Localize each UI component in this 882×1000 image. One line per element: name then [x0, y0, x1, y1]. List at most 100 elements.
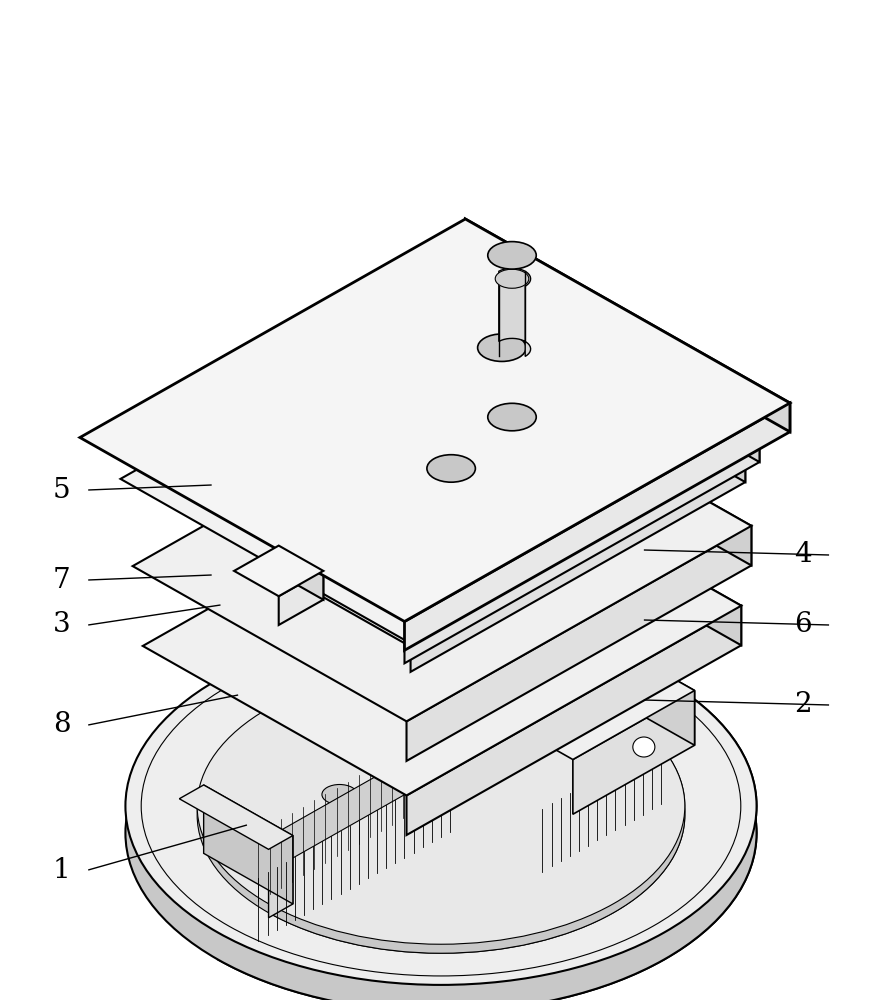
Ellipse shape	[303, 606, 314, 612]
Polygon shape	[589, 631, 695, 745]
Ellipse shape	[531, 540, 554, 552]
Ellipse shape	[364, 586, 375, 592]
Ellipse shape	[377, 833, 505, 905]
Text: 3: 3	[53, 611, 71, 639]
Ellipse shape	[273, 658, 284, 664]
Text: 5: 5	[53, 477, 71, 504]
Ellipse shape	[364, 606, 375, 612]
Polygon shape	[466, 219, 790, 432]
Ellipse shape	[273, 611, 284, 617]
Polygon shape	[405, 439, 759, 663]
Ellipse shape	[559, 524, 566, 528]
Ellipse shape	[395, 589, 406, 595]
Ellipse shape	[515, 475, 526, 481]
Ellipse shape	[488, 242, 536, 269]
Ellipse shape	[608, 448, 619, 454]
Ellipse shape	[333, 613, 343, 619]
Polygon shape	[461, 665, 573, 797]
Polygon shape	[349, 602, 573, 729]
Polygon shape	[461, 602, 573, 734]
Ellipse shape	[125, 654, 757, 1000]
Ellipse shape	[528, 541, 535, 545]
Ellipse shape	[349, 580, 360, 586]
Ellipse shape	[624, 440, 634, 446]
Text: 1: 1	[53, 856, 71, 884]
Ellipse shape	[460, 540, 471, 546]
Polygon shape	[438, 483, 470, 575]
Ellipse shape	[472, 499, 482, 505]
Ellipse shape	[532, 491, 542, 497]
Polygon shape	[573, 691, 695, 814]
Ellipse shape	[573, 476, 584, 482]
Ellipse shape	[458, 507, 468, 513]
Ellipse shape	[377, 797, 505, 869]
Ellipse shape	[415, 696, 446, 714]
Polygon shape	[410, 457, 745, 672]
Text: 4: 4	[794, 542, 811, 568]
Ellipse shape	[427, 455, 475, 482]
Ellipse shape	[498, 558, 505, 562]
Ellipse shape	[602, 441, 624, 454]
Ellipse shape	[487, 537, 497, 543]
Polygon shape	[279, 571, 324, 625]
Ellipse shape	[334, 623, 345, 629]
Ellipse shape	[410, 580, 421, 586]
Ellipse shape	[334, 589, 345, 595]
Ellipse shape	[373, 555, 384, 561]
Text: 6: 6	[794, 611, 811, 639]
Ellipse shape	[273, 623, 284, 629]
Ellipse shape	[603, 457, 623, 468]
Ellipse shape	[322, 784, 357, 804]
Ellipse shape	[395, 569, 406, 575]
Ellipse shape	[198, 668, 684, 944]
Ellipse shape	[478, 334, 526, 361]
Polygon shape	[268, 708, 684, 953]
Ellipse shape	[437, 593, 445, 597]
Ellipse shape	[316, 587, 326, 593]
Ellipse shape	[502, 509, 512, 515]
Polygon shape	[121, 278, 759, 640]
Text: 8: 8	[53, 712, 71, 738]
Ellipse shape	[563, 474, 573, 480]
Ellipse shape	[359, 563, 370, 569]
Ellipse shape	[475, 532, 485, 538]
Ellipse shape	[452, 584, 460, 588]
Ellipse shape	[574, 515, 581, 519]
Ellipse shape	[387, 547, 398, 553]
Polygon shape	[234, 546, 324, 596]
Ellipse shape	[380, 578, 391, 584]
Ellipse shape	[425, 537, 436, 543]
Polygon shape	[499, 433, 531, 529]
Polygon shape	[143, 456, 741, 795]
Ellipse shape	[258, 632, 269, 638]
Ellipse shape	[302, 595, 312, 601]
Ellipse shape	[319, 632, 330, 638]
Ellipse shape	[441, 563, 452, 569]
Ellipse shape	[501, 483, 512, 489]
Ellipse shape	[288, 615, 299, 621]
Text: 7: 7	[53, 566, 71, 593]
Ellipse shape	[410, 546, 421, 552]
Ellipse shape	[401, 539, 412, 545]
Ellipse shape	[485, 363, 519, 382]
Ellipse shape	[361, 596, 371, 602]
Ellipse shape	[614, 528, 633, 539]
Ellipse shape	[380, 598, 391, 604]
Polygon shape	[477, 371, 751, 565]
Polygon shape	[633, 394, 745, 482]
Ellipse shape	[208, 574, 228, 585]
Ellipse shape	[319, 598, 330, 604]
Polygon shape	[477, 456, 741, 645]
Ellipse shape	[425, 572, 436, 578]
Ellipse shape	[545, 492, 556, 498]
Ellipse shape	[502, 529, 512, 535]
Ellipse shape	[531, 500, 542, 506]
Ellipse shape	[363, 716, 398, 736]
Ellipse shape	[547, 483, 558, 489]
Ellipse shape	[441, 529, 452, 535]
Polygon shape	[228, 748, 457, 878]
Ellipse shape	[422, 602, 430, 606]
Ellipse shape	[243, 641, 253, 647]
Ellipse shape	[529, 466, 540, 473]
Polygon shape	[279, 546, 324, 600]
